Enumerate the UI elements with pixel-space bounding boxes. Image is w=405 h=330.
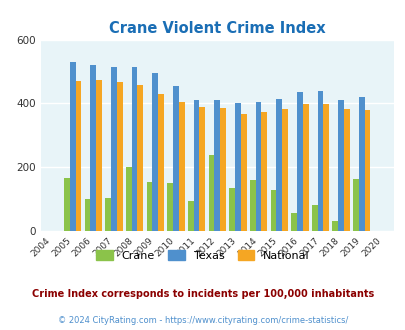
Bar: [240, 114, 246, 231]
Bar: [352, 179, 358, 231]
Bar: [158, 94, 164, 231]
Bar: [208, 155, 214, 231]
Bar: [126, 167, 131, 231]
Bar: [105, 198, 111, 231]
Bar: [311, 205, 317, 231]
Bar: [64, 178, 70, 231]
Bar: [70, 62, 75, 231]
Bar: [255, 102, 261, 231]
Bar: [117, 82, 122, 231]
Bar: [84, 199, 90, 231]
Bar: [167, 183, 173, 231]
Bar: [323, 104, 328, 231]
Bar: [261, 112, 266, 231]
Text: © 2024 CityRating.com - https://www.cityrating.com/crime-statistics/: © 2024 CityRating.com - https://www.city…: [58, 315, 347, 325]
Text: Crime Index corresponds to incidents per 100,000 inhabitants: Crime Index corresponds to incidents per…: [32, 289, 373, 299]
Bar: [75, 82, 81, 231]
Bar: [146, 182, 152, 231]
Bar: [296, 92, 302, 231]
Bar: [332, 221, 337, 231]
Bar: [90, 65, 96, 231]
Bar: [270, 190, 276, 231]
Bar: [199, 107, 205, 231]
Legend: Crane, Texas, National: Crane, Texas, National: [92, 246, 313, 265]
Title: Crane Violent Crime Index: Crane Violent Crime Index: [109, 21, 325, 36]
Bar: [317, 91, 323, 231]
Bar: [111, 67, 117, 231]
Bar: [343, 110, 349, 231]
Bar: [302, 104, 308, 231]
Bar: [193, 100, 199, 231]
Bar: [276, 99, 281, 231]
Bar: [131, 67, 137, 231]
Bar: [290, 213, 296, 231]
Bar: [214, 100, 220, 231]
Bar: [234, 103, 240, 231]
Bar: [220, 108, 225, 231]
Bar: [281, 109, 287, 231]
Bar: [178, 102, 184, 231]
Bar: [364, 110, 370, 231]
Bar: [137, 85, 143, 231]
Bar: [249, 180, 255, 231]
Bar: [188, 201, 193, 231]
Bar: [337, 100, 343, 231]
Bar: [152, 73, 158, 231]
Bar: [173, 86, 178, 231]
Bar: [96, 80, 102, 231]
Bar: [229, 188, 234, 231]
Bar: [358, 97, 364, 231]
